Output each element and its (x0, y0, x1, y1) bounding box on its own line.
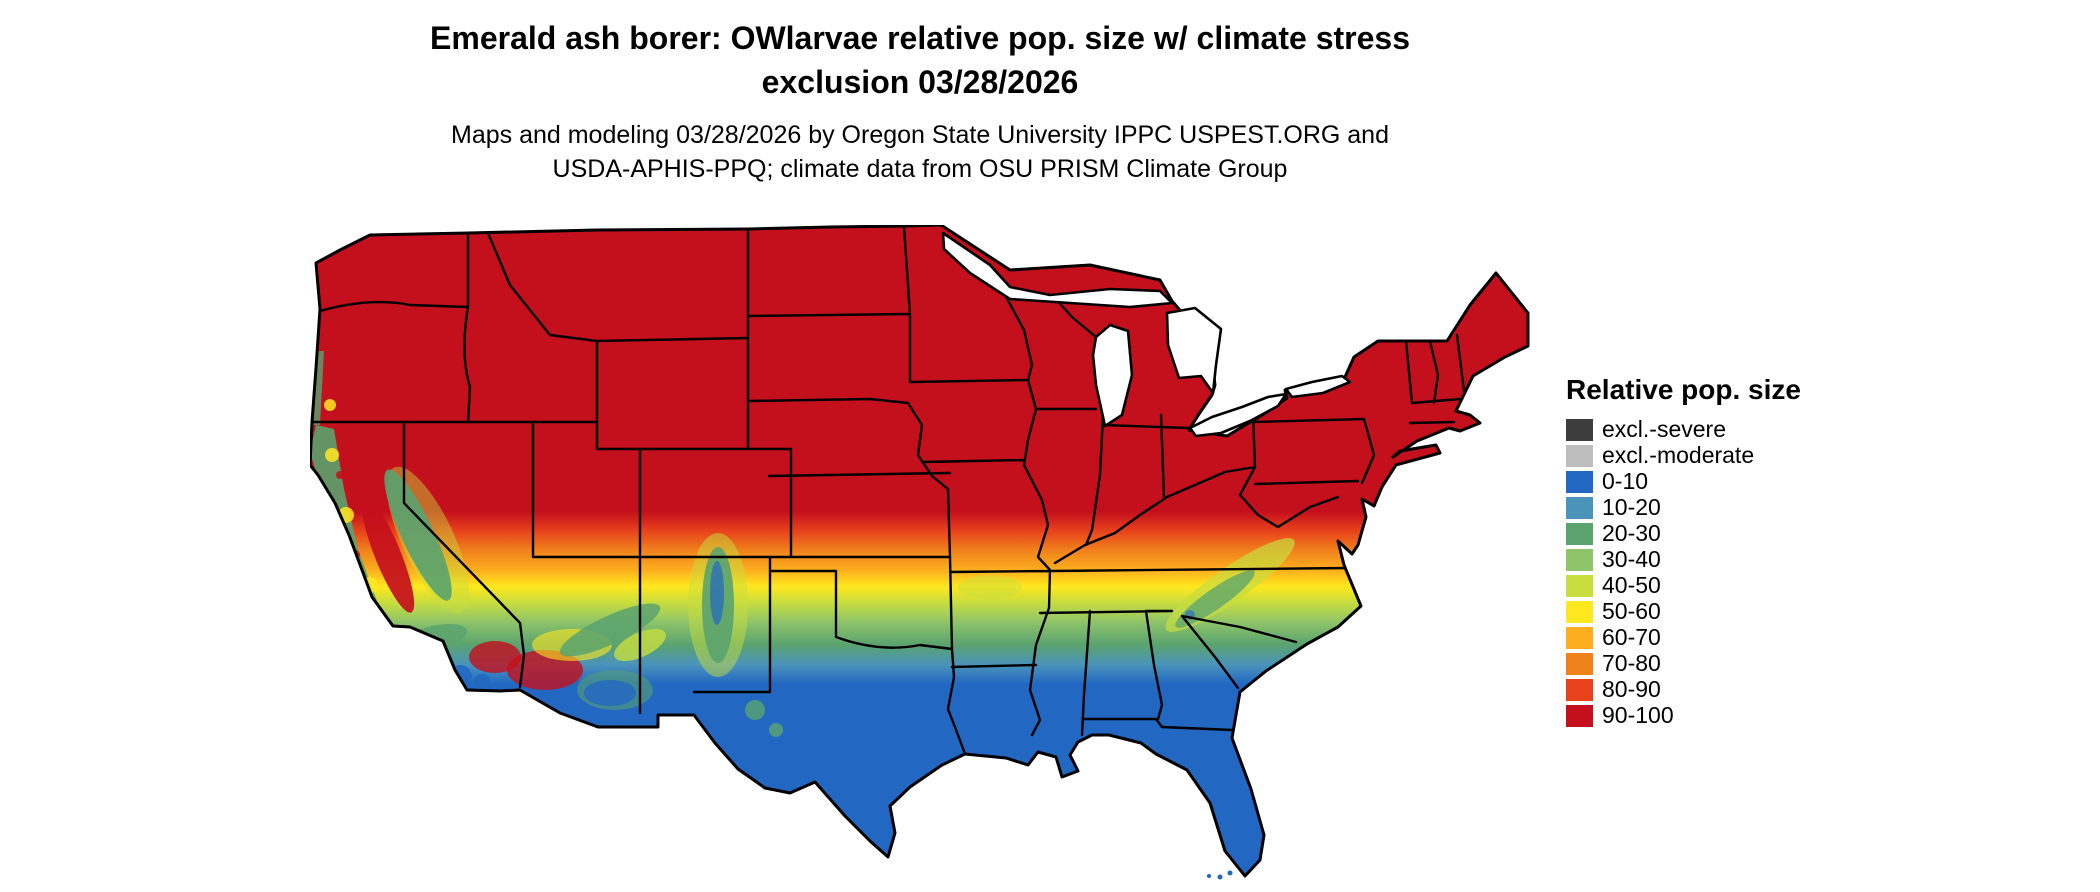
legend-swatch (1566, 600, 1593, 623)
lake-michigan (1091, 323, 1134, 428)
figure-header: Emerald ash borer: OWlarvae relative pop… (170, 16, 1670, 186)
lake-erie (1188, 392, 1288, 438)
legend-label: 80-90 (1602, 676, 1661, 702)
lake-ontario (1284, 374, 1352, 399)
figure-title-line1: Emerald ash borer: OWlarvae relative pop… (430, 20, 1410, 56)
lake-huron (1165, 306, 1223, 395)
legend-item: 20-30 (1566, 522, 1866, 545)
legend: Relative pop. size excl.-severe excl.-mod… (1566, 374, 1866, 730)
legend-swatch (1566, 652, 1593, 675)
legend-swatch (1566, 522, 1593, 545)
lake-superior (941, 231, 1174, 309)
figure-title-line2: exclusion 03/28/2026 (761, 64, 1079, 100)
state-boundaries (310, 225, 1466, 756)
us-map-svg (308, 223, 1530, 880)
us-map (308, 223, 1530, 880)
legend-label: 90-100 (1602, 702, 1674, 728)
legend-label: 60-70 (1602, 624, 1661, 650)
legend-swatch (1566, 678, 1593, 701)
legend-swatch (1566, 444, 1593, 467)
figure-subtitle-line2: USDA-APHIS-PPQ; climate data from OSU PR… (552, 155, 1288, 183)
legend-swatch (1566, 496, 1593, 519)
legend-label: 0-10 (1602, 468, 1649, 494)
legend-item: 70-80 (1566, 652, 1866, 675)
legend-swatch (1566, 470, 1593, 493)
legend-swatch (1566, 574, 1593, 597)
legend-swatch (1566, 548, 1593, 571)
legend-item: excl.-severe (1566, 418, 1866, 441)
legend-label: excl.-severe (1602, 416, 1726, 442)
legend-item: 0-10 (1566, 470, 1866, 493)
legend-item: 60-70 (1566, 626, 1866, 649)
florida-keys (1207, 870, 1233, 880)
legend-label: 70-80 (1602, 650, 1661, 676)
legend-item: 10-20 (1566, 496, 1866, 519)
legend-item: 40-50 (1566, 574, 1866, 597)
legend-label: 40-50 (1602, 572, 1661, 598)
legend-item: 80-90 (1566, 678, 1866, 701)
figure-subtitle: Maps and modeling 03/28/2026 by Oregon S… (170, 118, 1670, 186)
legend-item: 50-60 (1566, 600, 1866, 623)
legend-title: Relative pop. size (1566, 374, 1801, 405)
legend-swatch (1566, 626, 1593, 649)
legend-label: 50-60 (1602, 598, 1661, 624)
figure-subtitle-line1: Maps and modeling 03/28/2026 by Oregon S… (451, 121, 1389, 149)
legend-item: 90-100 (1566, 704, 1866, 727)
legend-label: excl.-moderate (1602, 442, 1755, 468)
legend-label: 10-20 (1602, 494, 1661, 520)
legend-item: excl.-moderate (1566, 444, 1866, 467)
legend-swatch (1566, 704, 1593, 727)
us-landmass (310, 225, 1528, 876)
legend-item: 30-40 (1566, 548, 1866, 571)
legend-swatch (1566, 418, 1593, 441)
great-lakes (941, 231, 1352, 438)
legend-label: 30-40 (1602, 546, 1661, 572)
legend-items: excl.-severe excl.-moderate 0-10 10-20 20-30… (1566, 418, 1866, 727)
legend-label: 20-30 (1602, 520, 1661, 546)
